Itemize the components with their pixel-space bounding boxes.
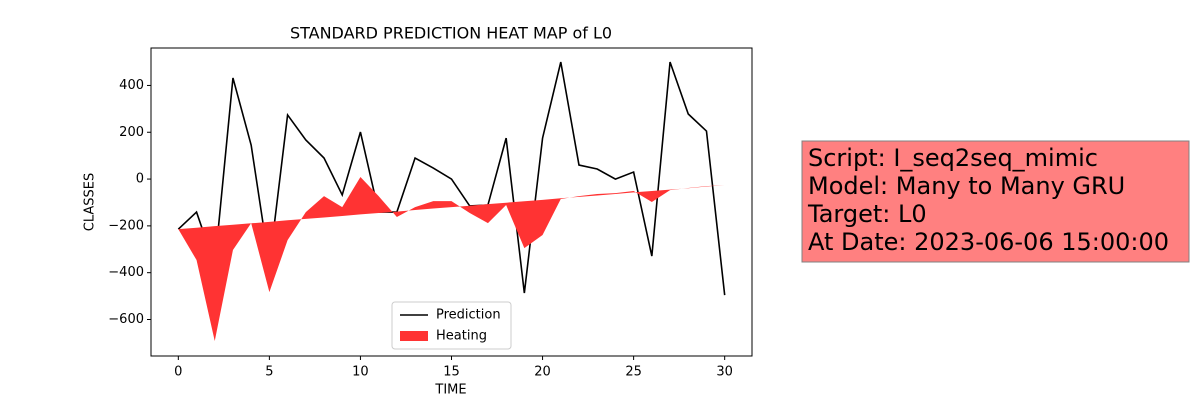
x-tick-label: 15 — [443, 365, 460, 380]
x-tick-label: 0 — [174, 365, 182, 380]
prediction-line — [177, 61, 726, 296]
x-tick-label: 10 — [352, 365, 369, 380]
x-tick-label: 25 — [625, 365, 642, 380]
y-tick-label: 400 — [119, 78, 144, 93]
annotation-box — [801, 140, 1190, 263]
annotation-line: At Date: 2023-06-06 15:00:00 — [808, 228, 1169, 256]
annotation-line: Script: I_seq2seq_mimic — [808, 144, 1098, 172]
x-tick-label: 30 — [716, 365, 733, 380]
x-tick-label: 5 — [265, 365, 273, 380]
legend-label: Heating — [436, 329, 487, 344]
y-tick-label: −600 — [108, 312, 144, 327]
y-tick-label: 0 — [136, 172, 144, 187]
y-tick-label: −200 — [108, 218, 144, 233]
y-axis-label: CLASSES — [83, 173, 98, 231]
annotation-line: Target: L0 — [807, 200, 927, 228]
heating-area — [178, 176, 725, 342]
annotation-line: Model: Many to Many GRU — [808, 172, 1125, 200]
y-tick-label: 200 — [119, 125, 144, 140]
y-tick-label: −400 — [108, 265, 144, 280]
chart-title: STANDARD PREDICTION HEAT MAP of L0 — [290, 24, 612, 43]
legend-swatch — [400, 331, 428, 341]
x-tick-label: 20 — [534, 365, 551, 380]
legend-label: Prediction — [436, 308, 501, 323]
x-axis-label: TIME — [434, 383, 466, 398]
